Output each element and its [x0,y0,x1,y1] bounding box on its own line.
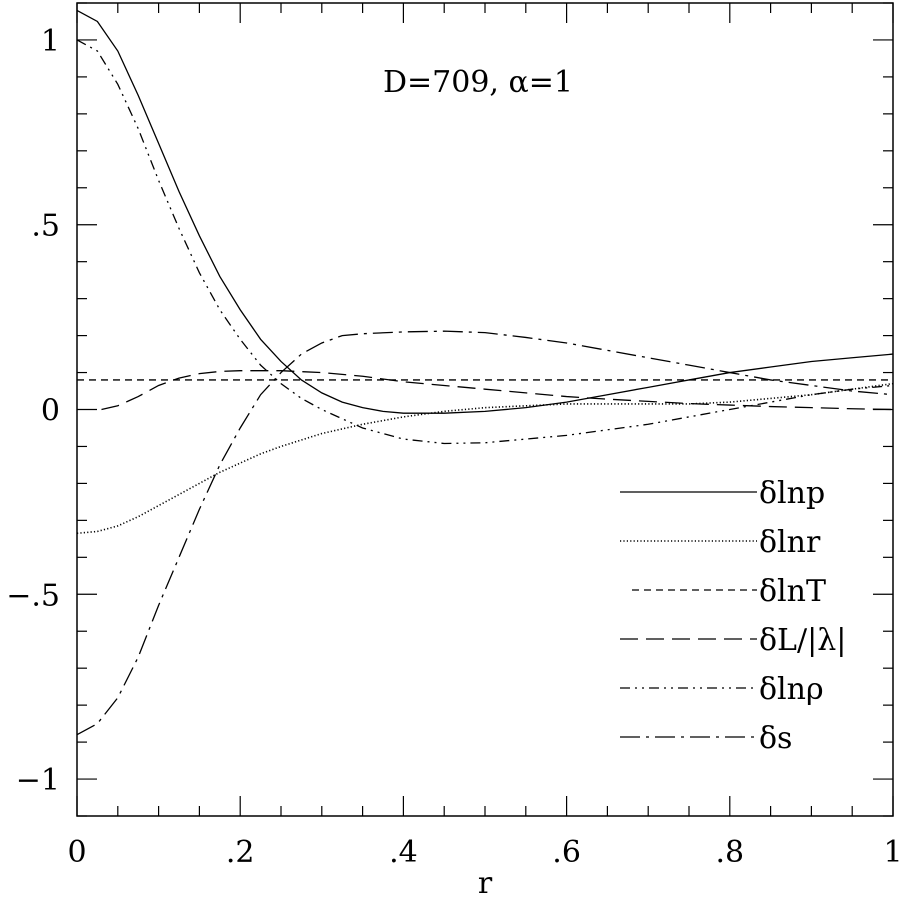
legend-label-p: δlnp [759,476,825,511]
series-line-p [76,9,894,414]
legend-label-t: δlnT [759,574,826,609]
y-tick-label: −1 [16,763,60,798]
x-axis-label: r [478,866,493,901]
axis-tick-labels: 0 .2 .4 .6 .8 1 −1 −.5 0 .5 1 [6,24,899,870]
series-line-rho [76,39,894,445]
y-tick-label: 1 [41,24,60,59]
axis-ticks [76,2,894,817]
legend-label-l: δL/|λ| [759,623,846,658]
x-tick-label: .8 [715,835,744,870]
x-tick-label: 0 [67,835,86,870]
chart-annotation: D=709, α=1 [383,65,573,100]
legend-label-rho: δlnρ [759,672,824,707]
x-tick-label: .2 [226,835,255,870]
legend-label-r: δlnr [759,525,821,560]
series-layer [76,9,894,736]
x-tick-label: .4 [389,835,418,870]
series-line-l [101,370,894,411]
y-tick-label: 0 [41,394,60,429]
series-line-s [76,330,894,736]
y-tick-label: −.5 [6,578,60,613]
legend: δlnp δlnr δlnT δL/|λ| δlnρ δs [620,476,846,756]
y-tick-label: .5 [31,209,60,244]
legend-label-s: δs [759,721,792,756]
x-tick-label: 1 [883,835,899,870]
x-tick-label: .6 [552,835,581,870]
